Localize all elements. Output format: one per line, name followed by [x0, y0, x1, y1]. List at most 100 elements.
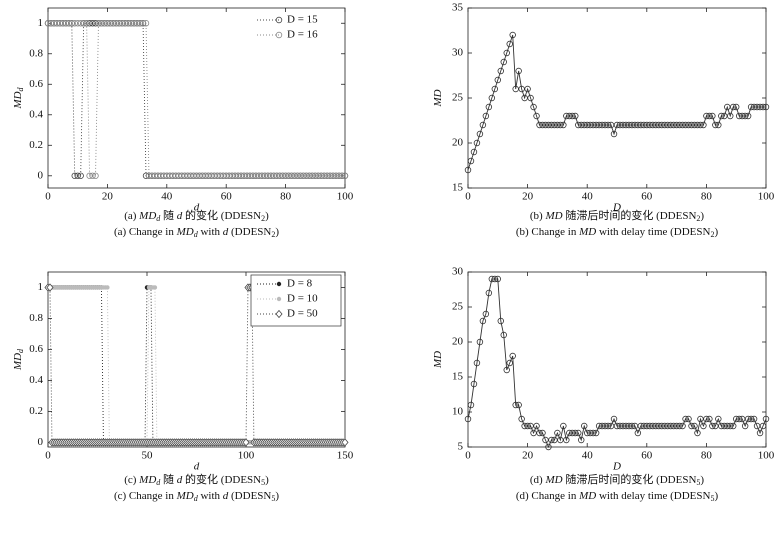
- marker: [533, 422, 540, 430]
- y-tick-label: 10: [452, 406, 464, 418]
- caption-part: 5: [696, 478, 700, 487]
- marker: [515, 67, 522, 75]
- y-tick-label: 0.4: [29, 374, 43, 386]
- marker: [536, 429, 543, 437]
- marker: [139, 20, 147, 27]
- caption-part: ): [265, 474, 269, 486]
- y-tick-label: 0.4: [29, 108, 43, 120]
- y-tick-label: 15: [452, 182, 464, 194]
- marker: [563, 436, 570, 444]
- marker: [706, 112, 713, 120]
- caption-part: with: [198, 226, 223, 238]
- marker: [592, 429, 600, 437]
- marker: [479, 317, 487, 325]
- marker: [488, 94, 496, 102]
- caption-part: MD: [176, 226, 194, 238]
- marker: [533, 112, 540, 120]
- series-line: [467, 34, 766, 171]
- marker: [735, 415, 743, 423]
- series-markers: [464, 275, 770, 451]
- y-tick-label: 0: [38, 436, 44, 448]
- y-tick-label: 15: [452, 371, 464, 383]
- caption-part: 5: [710, 494, 714, 503]
- marker: [152, 285, 158, 290]
- marker: [762, 103, 770, 111]
- caption-part: d: [177, 474, 183, 486]
- marker: [518, 415, 525, 423]
- marker: [676, 422, 683, 430]
- caption-part: d: [194, 230, 199, 239]
- legend-box: [250, 274, 342, 327]
- marker: [700, 121, 707, 129]
- caption-part: MD: [578, 226, 596, 238]
- marker: [682, 415, 689, 423]
- legend-label: D = 10: [287, 293, 318, 305]
- y-tick-label: 0.2: [29, 405, 43, 417]
- x-tick-label: 40: [582, 450, 594, 462]
- marker: [694, 429, 701, 437]
- marker: [578, 436, 585, 444]
- marker: [527, 94, 534, 102]
- y-tick-label: 0: [38, 169, 44, 181]
- caption-part: (d): [530, 474, 546, 486]
- caption-part: ): [700, 474, 704, 486]
- marker: [730, 422, 737, 430]
- legend-marker: [276, 296, 282, 302]
- caption-part: 随滞后时间的变化 (DDESN: [563, 472, 697, 486]
- marker: [733, 103, 740, 111]
- marker: [539, 429, 546, 437]
- legend-marker: [275, 31, 283, 39]
- marker: [712, 121, 719, 129]
- marker: [747, 415, 755, 423]
- legend-label: D = 16: [287, 29, 318, 41]
- marker: [479, 121, 487, 129]
- marker: [759, 103, 767, 111]
- marker: [467, 401, 475, 409]
- series-markers: [44, 283, 349, 447]
- marker: [524, 422, 531, 430]
- y-axis-label-part: MD: [12, 91, 24, 109]
- marker: [92, 172, 99, 179]
- y-tick-label: 25: [452, 92, 464, 104]
- marker: [756, 429, 764, 437]
- marker: [715, 415, 722, 423]
- x-tick-label: 40: [582, 191, 594, 203]
- marker: [464, 166, 472, 174]
- marker: [242, 438, 250, 447]
- caption-zh: (a) MDd 随 d 的变化 (DDESN2): [124, 208, 269, 223]
- caption-part: with delay time (DDESN: [596, 490, 710, 502]
- series-markers: [44, 20, 349, 179]
- marker: [706, 415, 713, 423]
- caption-part: 2: [271, 230, 275, 239]
- marker: [560, 121, 567, 129]
- marker: [506, 40, 513, 48]
- marker: [750, 415, 758, 423]
- marker: [685, 415, 692, 423]
- marker: [485, 289, 493, 297]
- legend-label: D = 50: [287, 308, 318, 320]
- caption-part: (DDESN: [228, 226, 271, 238]
- x-tick-label: 0: [465, 450, 471, 462]
- caption-part: d: [223, 226, 229, 238]
- caption-part: 2: [696, 214, 700, 223]
- caption-part: (a): [124, 210, 139, 222]
- x-tick-label: 20: [522, 450, 534, 462]
- marker: [80, 20, 87, 27]
- x-tick-label: 20: [522, 191, 534, 203]
- marker: [709, 422, 716, 430]
- marker: [700, 422, 707, 430]
- y-tick-label: 5: [458, 441, 464, 453]
- marker: [464, 415, 472, 423]
- marker: [341, 438, 349, 447]
- caption-part: 随: [160, 208, 177, 222]
- marker: [727, 422, 734, 430]
- marker: [494, 275, 501, 283]
- series-line: [48, 22, 345, 177]
- caption-part: MD: [544, 210, 562, 222]
- marker: [730, 103, 737, 111]
- y-tick-label: 1: [38, 17, 44, 29]
- x-tick-label: 20: [102, 191, 114, 203]
- axes-frame: [47, 7, 346, 189]
- marker: [703, 415, 710, 423]
- caption-part: (d) Change in: [516, 490, 579, 502]
